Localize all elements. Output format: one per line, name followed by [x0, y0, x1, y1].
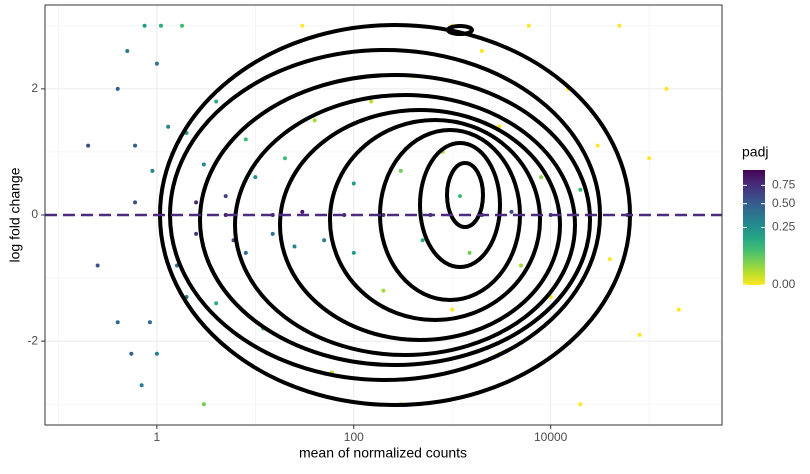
point: [95, 263, 100, 268]
point: [201, 162, 206, 167]
point: [526, 23, 531, 28]
point: [381, 213, 386, 217]
point: [253, 175, 258, 180]
point: [86, 143, 91, 148]
point: [139, 383, 144, 388]
point: [647, 156, 652, 161]
point: [420, 238, 425, 243]
point: [351, 250, 356, 255]
point: [578, 187, 583, 192]
point: [509, 209, 514, 214]
point: [292, 244, 297, 249]
point: [322, 238, 327, 243]
point: [150, 168, 155, 173]
point: [578, 402, 583, 407]
point: [351, 181, 356, 186]
point: [154, 351, 159, 356]
point: [243, 137, 248, 142]
point: [223, 194, 228, 199]
colorbar-label: 0.00: [772, 277, 796, 291]
point: [676, 307, 681, 312]
point: [115, 86, 120, 91]
point: [115, 320, 120, 325]
y-tick-label: 2: [31, 81, 38, 95]
point: [158, 23, 163, 28]
point: [133, 143, 138, 148]
colorbar-label: 0.75: [772, 178, 796, 192]
point: [381, 288, 386, 293]
point: [607, 257, 612, 262]
point: [664, 86, 669, 91]
point: [595, 143, 600, 148]
point: [154, 61, 159, 66]
point: [458, 194, 463, 199]
point: [194, 231, 199, 236]
point: [147, 320, 152, 325]
point: [270, 231, 275, 236]
point: [300, 23, 305, 28]
point: [180, 23, 185, 28]
colorbar-label: 0.25: [772, 220, 796, 234]
y-axis-title: log fold change: [7, 167, 23, 262]
y-tick-label: 0: [31, 207, 38, 221]
point: [142, 23, 147, 28]
x-tick-label: 100: [344, 430, 364, 444]
point: [369, 99, 374, 104]
point: [450, 307, 455, 312]
point: [637, 332, 642, 337]
point: [166, 124, 171, 129]
point: [312, 118, 317, 123]
point: [467, 250, 472, 255]
point: [214, 301, 219, 306]
point: [243, 250, 248, 255]
y-tick-label: -2: [27, 333, 38, 347]
x-axis-title: mean of normalized counts: [299, 445, 467, 461]
point: [300, 209, 305, 214]
colorbar-label: 0.50: [772, 196, 796, 210]
point: [133, 200, 138, 205]
point: [519, 263, 524, 268]
point: [201, 402, 206, 407]
point: [129, 351, 134, 356]
x-tick-label: 1: [154, 430, 161, 444]
point: [214, 99, 219, 104]
colorbar: [743, 170, 765, 285]
point: [282, 156, 287, 161]
point: [125, 49, 130, 54]
legend-title: padj: [742, 144, 768, 160]
point: [194, 200, 199, 205]
point: [398, 168, 403, 173]
point: [617, 23, 622, 28]
point: [479, 49, 484, 54]
x-tick-label: 10000: [534, 430, 568, 444]
point: [539, 175, 544, 180]
